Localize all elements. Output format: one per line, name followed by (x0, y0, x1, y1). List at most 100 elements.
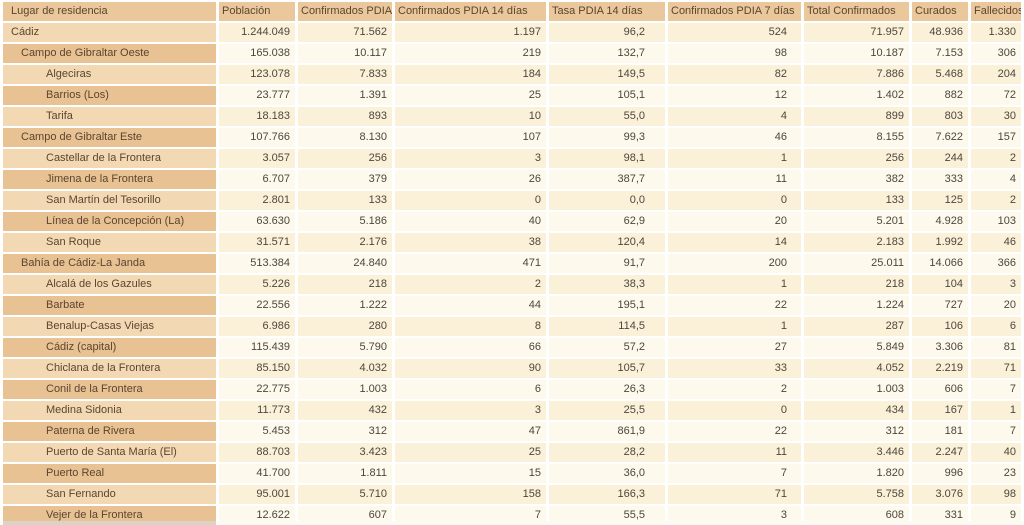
value-cell: 727 (912, 296, 968, 315)
residence-name-cell[interactable]: Vejer de la Frontera (3, 506, 216, 525)
value-cell: 434 (804, 401, 909, 420)
residence-name-cell[interactable]: Puerto de Santa María (El) (3, 443, 216, 462)
value-cell: 7.833 (298, 65, 392, 84)
table-row: Benalup-Casas Viejas 6.986 280 8 114,5 1 287 10… (3, 317, 1021, 336)
column-header-poblacion[interactable]: Población (219, 2, 295, 21)
column-header-fallecidos[interactable]: Fallecidos (971, 2, 1021, 21)
value-cell: 312 (804, 422, 909, 441)
value-cell: 382 (804, 170, 909, 189)
value-cell: 63.630 (219, 212, 295, 231)
value-cell: 99,3 (549, 128, 665, 147)
value-cell: 9 (971, 506, 1021, 525)
column-header-confirmados-pdia-14-dias[interactable]: Confirmados PDIA 14 días (395, 2, 546, 21)
residence-name-cell[interactable]: Jimena de la Frontera (3, 170, 216, 189)
column-header-lugar-de-residencia[interactable]: Lugar de residencia (3, 2, 216, 21)
residence-name-cell[interactable]: Benalup-Casas Viejas (3, 317, 216, 336)
value-cell: 287 (804, 317, 909, 336)
value-cell: 44 (395, 296, 546, 315)
residence-name-cell[interactable]: Medina Sidonia (3, 401, 216, 420)
table-row: Alcalá de los Gazules 5.226 218 2 38,3 1 218 10… (3, 275, 1021, 294)
value-cell: 3.423 (298, 443, 392, 462)
value-cell: 22 (668, 296, 801, 315)
value-cell: 105,1 (549, 86, 665, 105)
value-cell: 27 (668, 338, 801, 357)
value-cell: 25.011 (804, 254, 909, 273)
residence-name-cell[interactable]: San Roque (3, 233, 216, 252)
value-cell: 5.849 (804, 338, 909, 357)
value-cell: 38,3 (549, 275, 665, 294)
table-row: Chiclana de la Frontera 85.150 4.032 90 105,… (3, 359, 1021, 378)
value-cell: 25 (395, 86, 546, 105)
value-cell: 608 (804, 506, 909, 525)
value-cell: 3.057 (219, 149, 295, 168)
value-cell: 2.219 (912, 359, 968, 378)
residence-name-cell[interactable]: Campo de Gibraltar Este (3, 128, 216, 147)
residence-name-cell[interactable]: Castellar de la Frontera (3, 149, 216, 168)
residence-name-cell[interactable]: Bahía de Cádiz-La Janda (3, 254, 216, 273)
value-cell: 22 (668, 422, 801, 441)
residence-name-cell[interactable]: San Martín del Tesorillo (3, 191, 216, 210)
column-header-confirmados-pdia-7-dias[interactable]: Confirmados PDIA 7 días (668, 2, 801, 21)
value-cell: 22.556 (219, 296, 295, 315)
residence-name-cell[interactable]: Conil de la Frontera (3, 380, 216, 399)
value-cell: 31.571 (219, 233, 295, 252)
value-cell: 331 (912, 506, 968, 525)
value-cell: 81 (971, 338, 1021, 357)
value-cell: 11 (668, 443, 801, 462)
value-cell: 71.562 (298, 23, 392, 42)
value-cell: 524 (668, 23, 801, 42)
value-cell: 1.244.049 (219, 23, 295, 42)
value-cell: 2.801 (219, 191, 295, 210)
residence-name-cell[interactable]: San Fernando (3, 485, 216, 504)
value-cell: 0 (668, 191, 801, 210)
value-cell: 14.066 (912, 254, 968, 273)
value-cell: 471 (395, 254, 546, 273)
residence-name-cell[interactable]: Tarifa (3, 107, 216, 126)
value-cell: 47 (395, 422, 546, 441)
column-header-curados[interactable]: Curados (912, 2, 968, 21)
value-cell: 28,2 (549, 443, 665, 462)
value-cell: 7 (395, 506, 546, 525)
value-cell: 85.150 (219, 359, 295, 378)
table-row: Barbate 22.556 1.222 44 195,1 22 1.224 727 20 (3, 296, 1021, 315)
value-cell: 218 (298, 275, 392, 294)
residence-name-cell[interactable]: Algeciras (3, 65, 216, 84)
value-cell: 333 (912, 170, 968, 189)
value-cell: 41.700 (219, 464, 295, 483)
value-cell: 5.468 (912, 65, 968, 84)
residence-name-cell[interactable]: Línea de la Concepción (La) (3, 212, 216, 231)
residence-name-cell[interactable]: Chiclana de la Frontera (3, 359, 216, 378)
residence-name-cell[interactable]: Cádiz (capital) (3, 338, 216, 357)
value-cell: 280 (298, 317, 392, 336)
residence-name-cell[interactable]: Barbate (3, 296, 216, 315)
table-row: Paterna de Rivera 5.453 312 47 861,9 22 312 181… (3, 422, 1021, 441)
value-cell: 1.222 (298, 296, 392, 315)
value-cell: 24.840 (298, 254, 392, 273)
value-cell: 72 (971, 86, 1021, 105)
residence-name-cell[interactable]: Cádiz (3, 23, 216, 42)
column-header-tasa-pdia-14-dias[interactable]: Tasa PDIA 14 días (549, 2, 665, 21)
residence-name-cell[interactable]: Paterna de Rivera (3, 422, 216, 441)
value-cell: 3.306 (912, 338, 968, 357)
value-cell: 3 (971, 275, 1021, 294)
value-cell: 2 (395, 275, 546, 294)
residence-name-cell[interactable]: Campo de Gibraltar Oeste (3, 44, 216, 63)
value-cell: 165.038 (219, 44, 295, 63)
value-cell: 4.052 (804, 359, 909, 378)
residence-name-cell[interactable]: Alcalá de los Gazules (3, 275, 216, 294)
value-cell: 115.439 (219, 338, 295, 357)
value-cell: 893 (298, 107, 392, 126)
value-cell: 2 (668, 380, 801, 399)
value-cell: 38 (395, 233, 546, 252)
value-cell: 106 (912, 317, 968, 336)
value-cell: 1.197 (395, 23, 546, 42)
value-cell: 133 (804, 191, 909, 210)
value-cell: 387,7 (549, 170, 665, 189)
residence-name-cell[interactable]: Puerto Real (3, 464, 216, 483)
column-header-confirmados-pdia[interactable]: Confirmados PDIA (298, 2, 392, 21)
table-row: Cádiz 1.244.049 71.562 1.197 96,2 524 71.957 48… (3, 23, 1021, 42)
column-header-total-confirmados[interactable]: Total Confirmados (804, 2, 909, 21)
residence-name-cell[interactable]: Barrios (Los) (3, 86, 216, 105)
value-cell: 120,4 (549, 233, 665, 252)
